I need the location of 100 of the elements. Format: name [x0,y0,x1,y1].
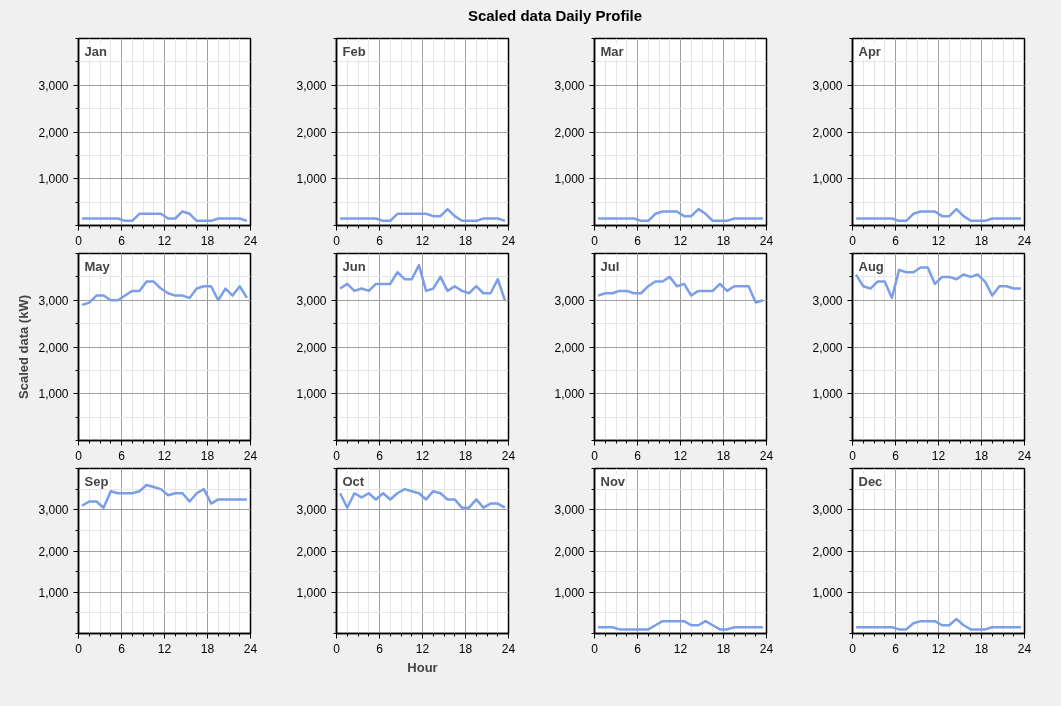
x-tick-label: 6 [892,641,900,656]
x-tick-label: 18 [200,641,215,656]
x-axis-title: Hour [407,659,438,675]
x-tick-label: 12 [931,448,946,463]
x-tick-label: 6 [118,641,126,656]
chart-title: Dec [858,473,883,489]
x-tick-label: 0 [591,233,599,248]
y-tick-label: 3,000 [296,78,327,93]
x-tick-label: 12 [931,641,946,656]
x-tick-label: 6 [376,448,384,463]
x-tick-label: 24 [1017,641,1032,656]
y-tick-label: 2,000 [38,544,69,559]
x-tick-label: 18 [458,448,473,463]
x-tick-label: 18 [974,448,989,463]
y-tick-label: 2,000 [554,544,585,559]
chart-title: Mar [600,43,624,59]
chart-title: Jul [600,258,620,274]
x-tick-label: 12 [415,233,430,248]
y-tick-label: 1,000 [296,172,327,187]
x-tick-label: 12 [157,233,172,248]
chart-title: Aug [858,258,884,274]
text: Scaled data Daily Profile [467,6,643,26]
y-tick-label: 1,000 [38,585,69,600]
x-tick-label: 0 [591,448,599,463]
x-tick-label: 12 [931,233,946,248]
y-tick-label: 1,000 [554,172,585,187]
x-tick-label: 6 [634,448,642,463]
y-tick-label: 3,000 [554,503,585,518]
y-tick-label: 2,000 [812,544,843,559]
y-tick-label: 2,000 [554,340,585,355]
x-tick-label: 6 [892,233,900,248]
x-tick-label: 0 [75,641,83,656]
x-tick-label: 24 [501,448,516,463]
y-tick-label: 1,000 [38,387,69,402]
x-tick-label: 18 [458,641,473,656]
y-tick-label: 1,000 [38,172,69,187]
y-tick-label: 2,000 [554,125,585,140]
y-tick-label: 1,000 [812,585,843,600]
x-tick-label: 6 [634,233,642,248]
chart-title: Nov [600,473,626,489]
y-tick-label: 1,000 [554,387,585,402]
chart-title: Jan [84,43,107,59]
x-tick-label: 18 [716,641,731,656]
y-tick-label: 2,000 [296,125,327,140]
y-axis-title: Scaled data (kW) [16,294,32,400]
x-tick-label: 0 [333,641,341,656]
y-tick-label: 1,000 [296,387,327,402]
y-tick-label: 3,000 [296,293,327,308]
x-tick-label: 0 [75,448,83,463]
x-tick-label: 24 [759,448,774,463]
x-tick-label: 12 [157,641,172,656]
x-tick-label: 6 [118,448,126,463]
y-tick-label: 2,000 [38,125,69,140]
x-tick-label: 12 [673,233,688,248]
x-tick-label: 6 [376,233,384,248]
y-tick-label: 2,000 [296,340,327,355]
x-tick-label: 24 [1017,233,1032,248]
y-tick-label: 1,000 [812,172,843,187]
x-tick-label: 0 [849,233,857,248]
x-tick-label: 18 [200,448,215,463]
chart-title: Oct [342,473,365,489]
x-tick-label: 0 [333,448,341,463]
y-tick-label: 3,000 [812,78,843,93]
chart-title: Sep [84,473,109,489]
x-tick-label: 18 [716,448,731,463]
y-tick-label: 1,000 [554,585,585,600]
y-tick-label: 3,000 [38,78,69,93]
y-tick-label: 2,000 [296,544,327,559]
x-tick-label: 6 [892,448,900,463]
x-tick-label: 12 [415,448,430,463]
y-tick-label: 3,000 [38,293,69,308]
chart-title: Apr [858,43,881,59]
y-tick-label: 2,000 [812,125,843,140]
x-tick-label: 24 [243,641,258,656]
x-tick-label: 0 [849,641,857,656]
x-tick-label: 0 [849,448,857,463]
x-tick-label: 24 [501,641,516,656]
y-tick-label: 3,000 [296,503,327,518]
chart-title: Feb [342,43,366,59]
x-tick-label: 24 [243,233,258,248]
y-tick-label: 2,000 [38,340,69,355]
y-tick-label: 1,000 [296,585,327,600]
x-tick-label: 6 [118,233,126,248]
y-tick-label: 3,000 [812,503,843,518]
x-tick-label: 0 [75,233,83,248]
x-tick-label: 6 [634,641,642,656]
y-tick-label: 3,000 [38,503,69,518]
x-tick-label: 12 [673,448,688,463]
x-tick-label: 24 [759,641,774,656]
x-tick-label: 24 [759,233,774,248]
x-tick-label: 6 [376,641,384,656]
x-tick-label: 18 [458,233,473,248]
y-tick-label: 3,000 [812,293,843,308]
x-tick-label: 24 [501,233,516,248]
y-tick-label: 3,000 [554,293,585,308]
x-tick-label: 0 [591,641,599,656]
x-tick-label: 12 [157,448,172,463]
y-tick-label: 1,000 [812,387,843,402]
x-tick-label: 12 [415,641,430,656]
x-tick-label: 18 [716,233,731,248]
